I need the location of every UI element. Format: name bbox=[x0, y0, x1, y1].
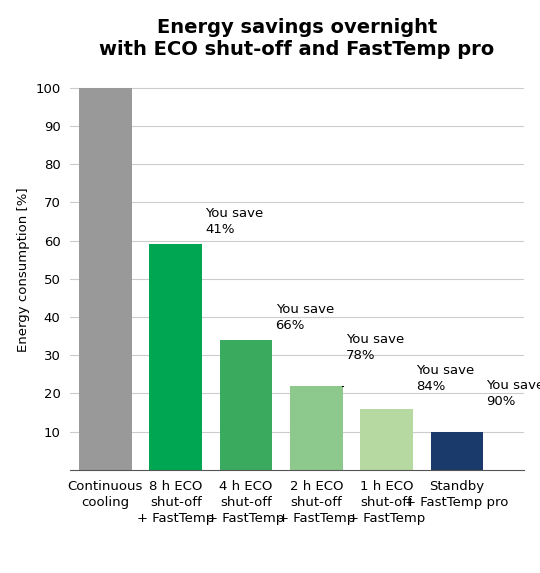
Bar bbox=[150, 245, 202, 470]
Text: You save
66%: You save 66% bbox=[275, 303, 334, 332]
Text: You save
41%: You save 41% bbox=[205, 207, 264, 236]
Text: You save
84%: You save 84% bbox=[416, 364, 475, 393]
Text: You save
78%: You save 78% bbox=[346, 333, 404, 362]
Text: You save
90%: You save 90% bbox=[487, 379, 540, 408]
Bar bbox=[360, 409, 413, 470]
Bar bbox=[430, 431, 483, 470]
Bar bbox=[79, 88, 132, 470]
Bar bbox=[220, 340, 272, 470]
Bar bbox=[290, 386, 343, 470]
Y-axis label: Energy consumption [%]: Energy consumption [%] bbox=[17, 187, 30, 352]
Title: Energy savings overnight
with ECO shut-off and FastTemp pro: Energy savings overnight with ECO shut-o… bbox=[99, 18, 495, 59]
